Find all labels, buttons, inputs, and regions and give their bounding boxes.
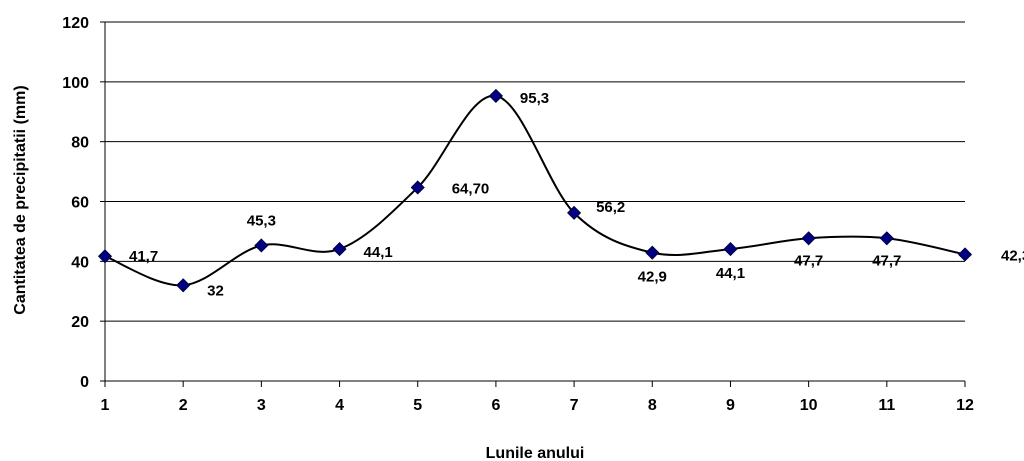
- x-tick-label-3: 3: [257, 397, 266, 414]
- data-label-9: 44,1: [716, 265, 745, 282]
- y-tick-label-20: 20: [71, 314, 89, 331]
- data-point-10: [801, 231, 816, 246]
- data-point-1: [97, 249, 113, 264]
- data-label-10: 47,7: [794, 252, 823, 269]
- y-tick-labels: 0 20 40 60 80 100 120: [62, 15, 89, 391]
- y-axis-title: Cantitatea de precipitatii (mm): [12, 85, 29, 314]
- series-group: [97, 88, 973, 293]
- data-label-7: 56,2: [596, 199, 625, 216]
- x-tick-label-4: 4: [335, 397, 344, 414]
- data-label-8: 42,9: [638, 269, 667, 286]
- data-label-5: 64,70: [452, 180, 490, 197]
- data-labels: 41,7 32 45,3 44,1 64,70 95,3 56,2 42,9 44,1 47,7 4…: [129, 90, 1024, 299]
- y-tick-label-80: 80: [71, 135, 89, 152]
- data-label-4: 44,1: [364, 244, 393, 261]
- y-tick-label-0: 0: [80, 374, 89, 391]
- x-axis-title: Lunile anului: [486, 445, 585, 461]
- data-point-8: [645, 245, 660, 260]
- x-tick-label-9: 9: [726, 397, 735, 414]
- data-label-11: 47,7: [872, 252, 901, 269]
- data-label-6: 95,3: [520, 90, 549, 107]
- data-point-7: [567, 205, 582, 220]
- data-point-12: [957, 247, 973, 262]
- y-tick-label-100: 100: [62, 75, 89, 92]
- data-point-4: [332, 242, 347, 257]
- data-point-3: [254, 238, 269, 253]
- x-tick-label-11: 11: [878, 397, 895, 414]
- data-point-2: [176, 278, 191, 293]
- data-label-1: 41,7: [129, 248, 158, 265]
- x-tick-label-6: 6: [491, 397, 500, 414]
- x-tick-label-12: 12: [956, 397, 974, 414]
- data-label-2: 32: [207, 282, 224, 299]
- x-tick-label-5: 5: [413, 397, 422, 414]
- data-point-5: [410, 180, 425, 195]
- data-label-12: 42,3: [1001, 247, 1024, 264]
- x-tick-label-10: 10: [800, 397, 818, 414]
- gridlines: [105, 21, 965, 322]
- data-point-9: [723, 242, 738, 257]
- x-tick-label-2: 2: [179, 397, 188, 414]
- y-tick-label-40: 40: [71, 254, 89, 271]
- x-tick-label-1: 1: [101, 397, 110, 414]
- x-tick-labels: 1 2 3 4 5 6 7 8 9 10 11 12: [101, 397, 974, 414]
- data-point-11: [879, 231, 894, 246]
- y-tick-label-60: 60: [71, 195, 89, 212]
- axes: [100, 21, 966, 387]
- data-point-6: [488, 88, 503, 103]
- x-tick-label-7: 7: [570, 397, 579, 414]
- x-tick-label-8: 8: [648, 397, 657, 414]
- y-tick-label-120: 120: [62, 15, 89, 32]
- series-line: [104, 94, 966, 287]
- data-label-3: 45,3: [247, 212, 276, 229]
